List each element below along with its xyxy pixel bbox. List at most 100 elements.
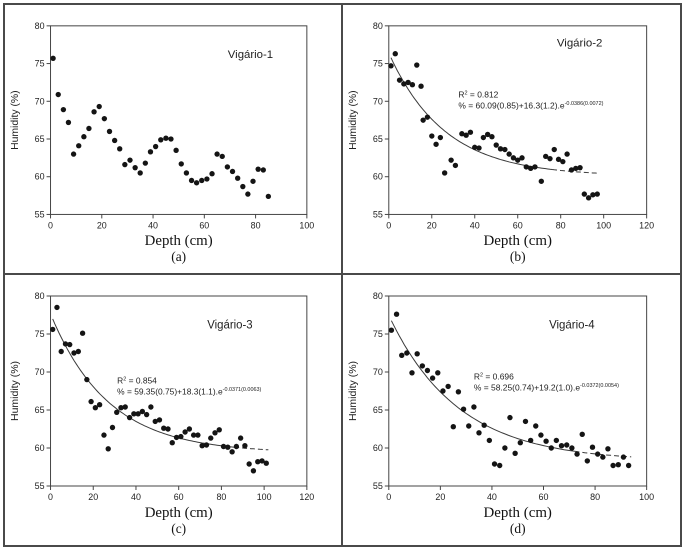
x-tick-label: 60 <box>199 220 209 230</box>
data-point <box>609 462 616 469</box>
data-point <box>625 462 631 469</box>
data-point <box>429 375 435 381</box>
data-point <box>517 440 523 446</box>
data-point <box>216 427 222 433</box>
data-point <box>263 460 269 466</box>
data-point <box>91 109 97 115</box>
data-point <box>542 153 548 160</box>
data-point <box>190 432 197 438</box>
data-point <box>413 62 419 68</box>
data-point <box>518 155 525 161</box>
data-point <box>484 131 490 138</box>
data-point <box>531 164 538 170</box>
data-point <box>131 411 137 417</box>
data-point <box>122 161 128 168</box>
x-tick-label: 20 <box>426 220 436 230</box>
data-point <box>54 304 60 311</box>
fit-curve <box>390 57 552 170</box>
data-point <box>447 157 454 163</box>
data-point <box>137 170 143 176</box>
data-point <box>105 446 111 452</box>
panel-a-chart: 0 20 40 60 80 100 55 60 65 70 75 80 Vigário-1 Depth (… <box>10 21 314 264</box>
data-point <box>563 442 569 448</box>
data-point <box>408 370 415 376</box>
y-tick-label: 65 <box>372 134 382 144</box>
data-point <box>604 446 611 452</box>
y-axis-label: Humidity (%) <box>10 90 21 150</box>
x-tick-label: 120 <box>639 220 654 230</box>
data-point <box>511 450 518 456</box>
data-point <box>452 162 458 169</box>
panel-title: Vigário-1 <box>228 49 273 61</box>
data-point <box>585 195 591 201</box>
data-point <box>195 432 201 438</box>
x-tick-label: 80 <box>590 492 600 502</box>
data-point <box>106 128 113 135</box>
data-point <box>237 435 244 441</box>
data-point <box>480 422 487 428</box>
data-point <box>225 444 231 450</box>
data-point <box>387 63 394 69</box>
scatter-points <box>387 51 600 201</box>
x-tick-label: 120 <box>299 492 314 502</box>
y-tick-label: 75 <box>35 329 45 339</box>
data-point <box>432 141 439 147</box>
y-axis-label: Humidity (%) <box>347 90 358 150</box>
y-axis-label: Humidity (%) <box>347 361 358 421</box>
data-point <box>465 423 471 429</box>
x-axis-label: Depth (cm) <box>145 505 213 521</box>
data-point <box>55 91 61 98</box>
data-point <box>163 135 169 141</box>
data-point <box>81 134 87 140</box>
data-point <box>559 158 566 165</box>
data-point <box>147 149 154 155</box>
data-point <box>471 144 477 151</box>
data-point <box>491 461 497 467</box>
panel-title: Vigário-3 <box>207 319 252 331</box>
data-point <box>260 167 266 173</box>
x-tick-label: 40 <box>469 220 479 230</box>
data-point <box>424 367 430 374</box>
data-point <box>538 178 544 184</box>
data-point <box>488 134 495 140</box>
data-point <box>546 155 553 162</box>
data-point <box>553 437 559 444</box>
data-point <box>250 178 256 184</box>
data-point <box>475 430 482 436</box>
data-point <box>555 156 561 163</box>
data-point <box>522 418 528 425</box>
panel-a: 0 20 40 60 80 100 55 60 65 70 75 80 Vigário-1 Depth (… <box>5 5 343 275</box>
data-point <box>599 454 606 460</box>
data-point <box>419 363 425 369</box>
data-point <box>169 440 175 446</box>
data-point <box>235 175 241 181</box>
data-point <box>84 376 90 383</box>
x-tick-label: 80 <box>555 220 565 230</box>
data-point <box>568 445 575 451</box>
data-point <box>58 348 64 355</box>
data-point <box>462 132 469 138</box>
data-point <box>148 404 154 410</box>
panel-b-chart: 0 20 40 60 80 100 120 55 60 65 70 75 80 Vigário-2 R2 =… <box>347 21 654 264</box>
panel-c: 0 20 40 60 80 100 120 55 60 65 70 75 80 Vigário-3 R2 =… <box>5 275 343 545</box>
panel-letter: (c) <box>171 521 186 536</box>
data-point <box>214 151 220 157</box>
data-point <box>101 432 107 438</box>
data-point <box>551 146 557 153</box>
y-tick-label: 55 <box>372 209 382 219</box>
data-point <box>455 389 461 395</box>
data-point <box>111 137 118 144</box>
data-point <box>132 165 138 171</box>
data-point <box>460 406 466 412</box>
data-point <box>88 398 94 405</box>
y-tick-label: 75 <box>372 59 382 69</box>
data-point <box>60 106 67 113</box>
data-point <box>152 418 158 425</box>
panel-letter: (a) <box>171 249 186 264</box>
x-tick-label: 0 <box>386 492 391 502</box>
data-point <box>532 423 538 429</box>
data-point <box>142 160 149 166</box>
data-point <box>186 426 193 432</box>
data-point <box>96 103 102 110</box>
data-point <box>161 425 167 431</box>
